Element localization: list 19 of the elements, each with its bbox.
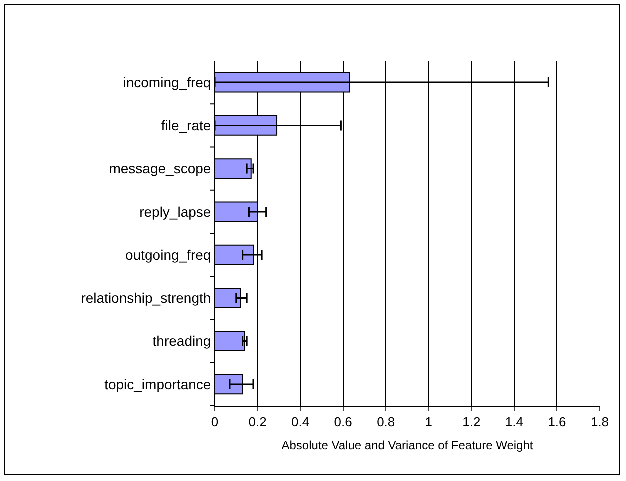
- y-tick-label: threading: [152, 333, 212, 350]
- x-tick-label: 1.2: [462, 414, 481, 430]
- y-tick-label: topic_importance: [104, 376, 212, 392]
- x-tick-label: 0.8: [377, 414, 396, 430]
- x-tick-label: 1.4: [505, 414, 524, 430]
- x-tick-label: 1: [425, 414, 433, 430]
- y-tick-label: outgoing_freq: [126, 246, 212, 263]
- x-tick-label: 0: [211, 414, 219, 430]
- x-tick-label: 0.2: [248, 414, 267, 430]
- y-tick-label: message_scope: [109, 160, 212, 177]
- y-tick-label: reply_lapse: [140, 204, 212, 220]
- x-tick-label: 0.6: [334, 414, 352, 430]
- x-tick-label: 0.4: [292, 414, 310, 430]
- x-tick-label: 1.8: [590, 414, 610, 430]
- x-tick-label: 1.6: [548, 414, 566, 430]
- y-tick-label: incoming_freq: [123, 74, 212, 90]
- y-tick-label: relationship_strength: [81, 290, 212, 306]
- y-tick-label: file_rate: [161, 118, 212, 134]
- x-axis-title: Absolute Value and Variance of Feature Weight: [282, 438, 534, 452]
